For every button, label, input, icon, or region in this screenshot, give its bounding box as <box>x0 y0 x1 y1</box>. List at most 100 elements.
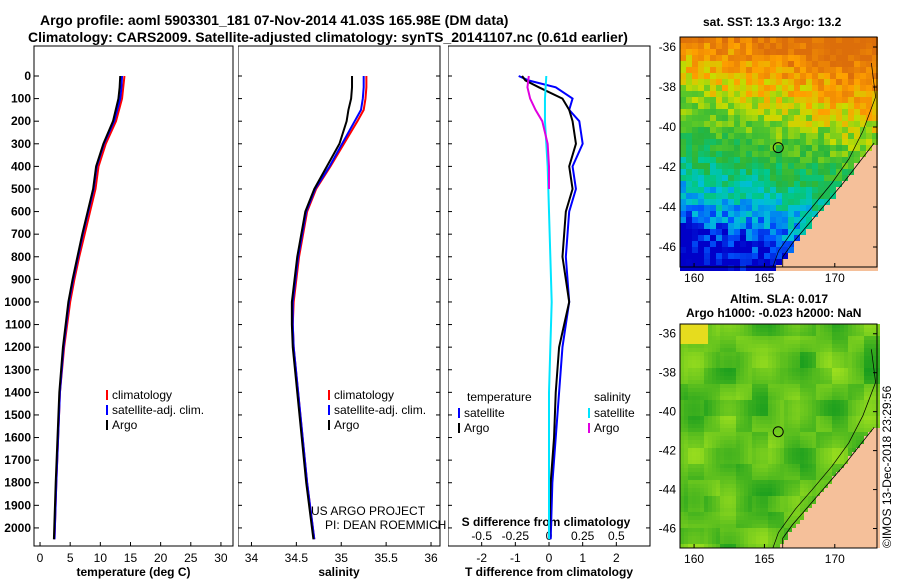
map-cell <box>752 448 756 452</box>
map-cell <box>764 145 770 151</box>
map-cell <box>692 115 698 121</box>
map-cell <box>770 139 776 145</box>
map-cell <box>780 324 784 328</box>
map-cell <box>712 432 716 436</box>
map-cell <box>824 79 830 85</box>
map-cell <box>812 456 816 460</box>
map-cell <box>746 241 752 247</box>
map-cell <box>784 412 788 416</box>
map-cell <box>720 336 724 340</box>
map-cell <box>852 500 856 504</box>
map-cell <box>816 376 820 380</box>
map-cell <box>824 187 830 193</box>
map-cell <box>840 488 844 492</box>
map-cell <box>784 444 788 448</box>
map-cell <box>824 360 828 364</box>
map-cell <box>852 488 856 492</box>
map-cell <box>760 368 764 372</box>
series-line-s-argo <box>526 75 550 189</box>
map-cell <box>704 544 708 548</box>
map-cell <box>746 151 752 157</box>
map-cell <box>842 217 848 223</box>
map-cell <box>800 67 806 73</box>
map-cell <box>784 432 788 436</box>
map-cell <box>792 344 796 348</box>
map-cell <box>686 103 692 109</box>
map-cell <box>782 259 788 265</box>
map-cell <box>788 384 792 388</box>
map-cell <box>844 412 848 416</box>
map-cell <box>784 528 788 532</box>
map-cell <box>836 127 842 133</box>
map-cell <box>804 372 808 376</box>
map-cell <box>868 456 872 460</box>
map-cell <box>736 372 740 376</box>
map-cell <box>776 324 780 328</box>
map-cell <box>724 372 728 376</box>
map-cell <box>876 436 880 440</box>
map-cell <box>772 416 776 420</box>
map-cell <box>812 372 816 376</box>
map-cell <box>780 352 784 356</box>
map-cell <box>808 372 812 376</box>
map-cell <box>832 380 836 384</box>
map-cell <box>724 544 728 548</box>
map-cell <box>808 440 812 444</box>
map-cell <box>876 324 880 328</box>
map-cell <box>820 400 824 404</box>
map-cell <box>860 420 864 424</box>
map-cell <box>872 139 878 145</box>
map-cell <box>788 211 794 217</box>
map-cell <box>836 103 842 109</box>
map-cell <box>842 121 848 127</box>
map-cell <box>824 259 830 265</box>
map-cell <box>698 79 704 85</box>
map-cell <box>876 332 880 336</box>
map-cell <box>700 468 704 472</box>
map-cell <box>704 175 710 181</box>
map-cell <box>824 396 828 400</box>
map-cell <box>780 400 784 404</box>
map-cell <box>830 169 836 175</box>
map-cell <box>800 536 804 540</box>
map-cell <box>768 456 772 460</box>
map-cell <box>816 464 820 468</box>
map-cell <box>848 103 854 109</box>
map-cell <box>760 492 764 496</box>
map-cell <box>784 404 788 408</box>
map-cell <box>824 444 828 448</box>
map-cell <box>782 127 788 133</box>
map-cell <box>764 432 768 436</box>
map-cell <box>728 332 732 336</box>
map-cell <box>728 241 734 247</box>
map-cell <box>704 187 710 193</box>
map-cell <box>728 540 732 544</box>
map-cell <box>808 396 812 400</box>
map-cell <box>832 484 836 488</box>
map-cell <box>748 368 752 372</box>
map-cell <box>788 480 792 484</box>
map-cell <box>828 396 832 400</box>
map-cell <box>852 532 856 536</box>
map-cell <box>760 404 764 408</box>
map-cell <box>692 205 698 211</box>
map-cell <box>736 380 740 384</box>
map-cell <box>740 524 744 528</box>
map-cell <box>872 247 878 253</box>
map-cell <box>712 356 716 360</box>
map-cell <box>686 127 692 133</box>
map-cell <box>780 508 784 512</box>
map-cell <box>800 524 804 528</box>
map-cell <box>852 328 856 332</box>
map-cell <box>686 67 692 73</box>
map-cell <box>824 404 828 408</box>
map-cell <box>680 516 684 520</box>
map-cell <box>824 492 828 496</box>
map-cell <box>698 193 704 199</box>
map-cell <box>770 133 776 139</box>
map-cell <box>818 85 824 91</box>
map-cell <box>692 504 696 508</box>
map-cell <box>776 115 782 121</box>
map-cell <box>828 416 832 420</box>
map-cell <box>680 520 684 524</box>
